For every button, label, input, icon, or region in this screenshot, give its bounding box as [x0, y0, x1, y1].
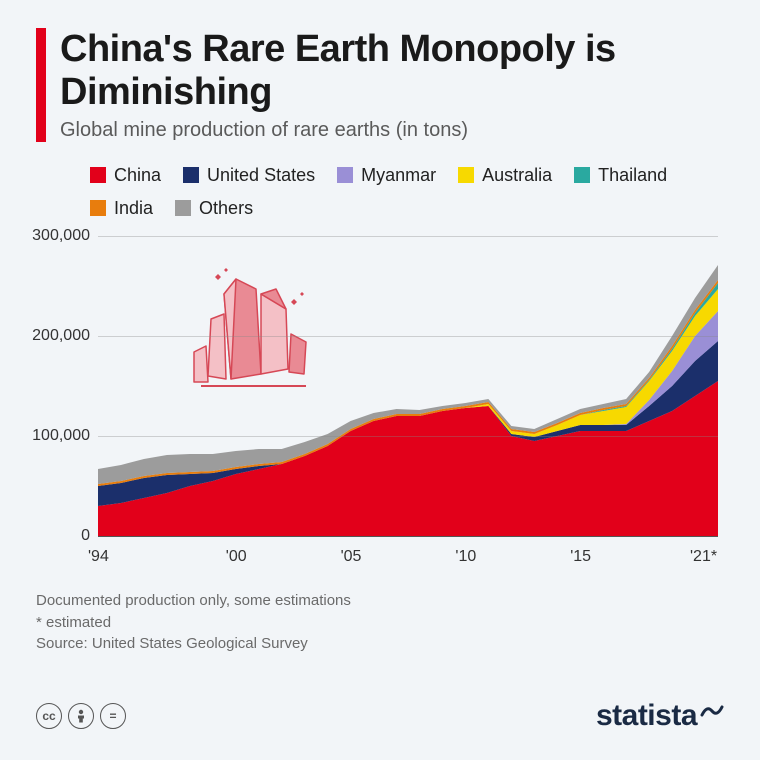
legend-item: Myanmar [337, 160, 436, 191]
gridline [98, 236, 718, 237]
chart-notes: Documented production only, some estimat… [36, 590, 724, 655]
legend-swatch [183, 167, 199, 183]
legend-label: Australia [482, 160, 552, 191]
footer: cc = statista [36, 693, 724, 738]
title-block: China's Rare Earth Monopoly is Diminishi… [36, 28, 724, 142]
gridline [98, 336, 718, 337]
y-axis-label: 200,000 [32, 327, 90, 345]
legend-swatch [90, 167, 106, 183]
stacked-area-chart: 0100,000200,000300,000'94'00'05'10'15'21… [36, 236, 724, 576]
legend-label: China [114, 160, 161, 191]
chart-title: China's Rare Earth Monopoly is Diminishi… [60, 28, 724, 113]
legend-label: United States [207, 160, 315, 191]
note-source: Source: United States Geological Survey [36, 633, 724, 655]
brand-text: statista [596, 699, 697, 733]
legend-label: Myanmar [361, 160, 436, 191]
legend-item: Australia [458, 160, 552, 191]
legend-swatch [574, 167, 590, 183]
nd-icon: = [100, 703, 126, 729]
x-axis-label: '15 [570, 548, 591, 566]
note-line: * estimated [36, 612, 724, 634]
legend-item: China [90, 160, 161, 191]
y-axis-label: 100,000 [32, 427, 90, 445]
brand-wave-icon [700, 693, 724, 727]
legend-swatch [175, 200, 191, 216]
legend-item: Others [175, 193, 253, 224]
legend-item: India [90, 193, 153, 224]
legend: China United States Myanmar Australia Thaila… [90, 160, 690, 226]
legend-item: Thailand [574, 160, 667, 191]
legend-label: Others [199, 193, 253, 224]
legend-item: United States [183, 160, 315, 191]
x-axis-line [98, 536, 718, 538]
y-axis-label: 0 [81, 527, 90, 545]
accent-bar [36, 28, 46, 142]
note-line: Documented production only, some estimat… [36, 590, 724, 612]
brand-logo: statista [596, 693, 724, 738]
license-icons: cc = [36, 703, 126, 729]
legend-label: Thailand [598, 160, 667, 191]
x-axis-label: '00 [226, 548, 247, 566]
chart-subtitle: Global mine production of rare earths (i… [60, 119, 724, 142]
gridline [98, 436, 718, 437]
legend-swatch [458, 167, 474, 183]
x-axis-label: '05 [341, 548, 362, 566]
legend-label: India [114, 193, 153, 224]
crystal-icon [176, 264, 326, 404]
x-axis-label: '21* [690, 548, 717, 566]
legend-swatch [337, 167, 353, 183]
x-axis-label: '94 [88, 548, 109, 566]
by-icon [68, 703, 94, 729]
y-axis-label: 300,000 [32, 227, 90, 245]
legend-swatch [90, 200, 106, 216]
x-axis-label: '10 [455, 548, 476, 566]
cc-icon: cc [36, 703, 62, 729]
